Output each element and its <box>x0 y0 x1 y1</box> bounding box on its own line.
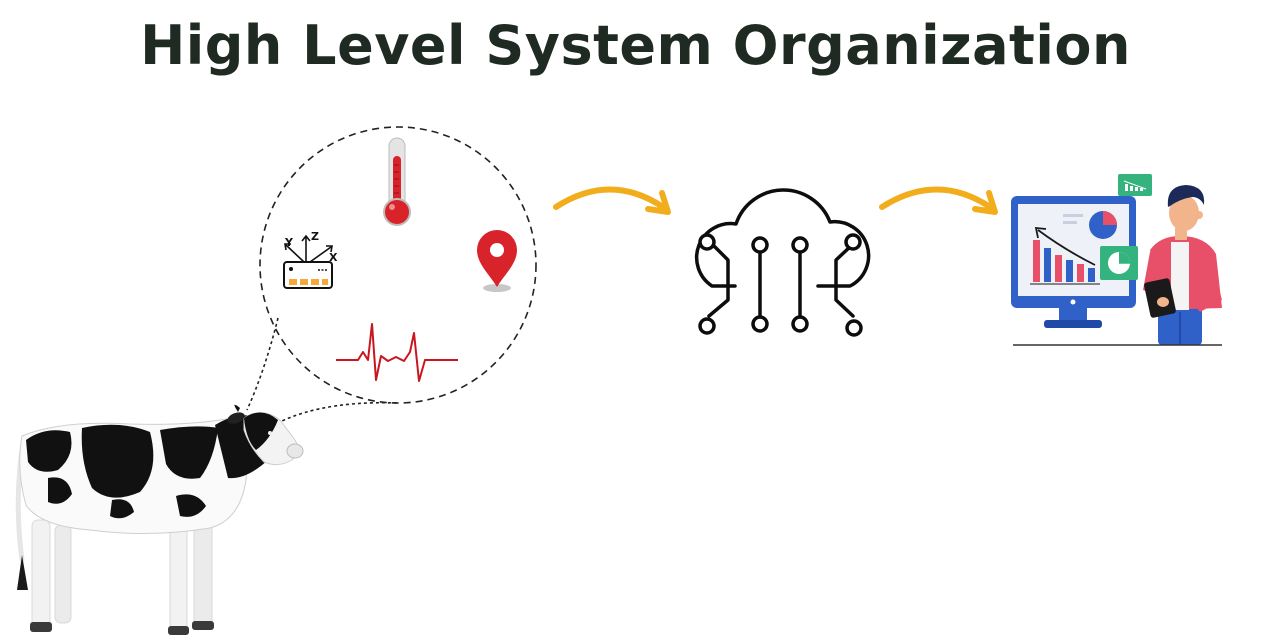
floating-pie-card-icon <box>1100 246 1138 280</box>
location-pin-icon <box>477 230 517 292</box>
analyst-person <box>1143 185 1222 345</box>
bar-chart-icon <box>1030 226 1100 285</box>
arrow-to-cloud <box>553 186 671 215</box>
thermometer-icon <box>383 137 411 226</box>
cow-illustration <box>15 404 304 635</box>
pie-chart-icon <box>1089 211 1117 239</box>
arrow-to-dashboard <box>879 186 998 215</box>
axis-label-z: Z <box>311 230 319 243</box>
accelerometer-icon: Y Z X <box>283 230 338 289</box>
heartbeat-icon <box>336 323 458 382</box>
analytics-dashboard-illustration <box>1011 174 1222 346</box>
page-title: High Level System Organization <box>140 14 1131 77</box>
cloud-network-icon <box>694 188 871 337</box>
floating-bar-card-icon <box>1118 174 1152 196</box>
axis-label-y: Y <box>284 236 294 249</box>
axis-label-x: X <box>329 251 338 264</box>
